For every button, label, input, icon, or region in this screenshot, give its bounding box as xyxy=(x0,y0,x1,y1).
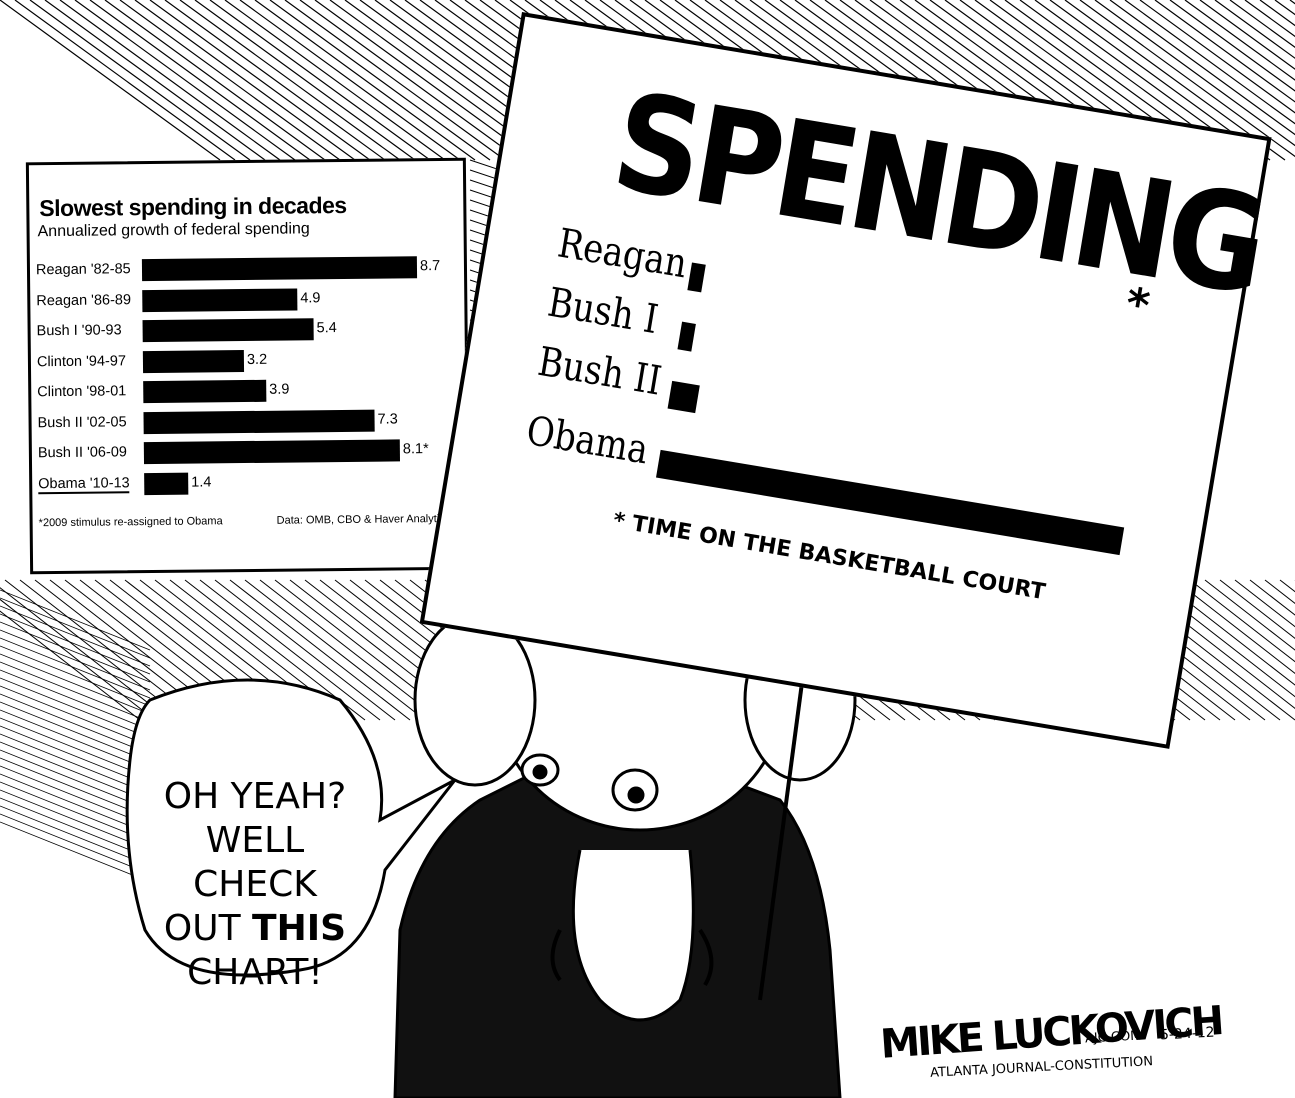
signature-date: 5-24-12 xyxy=(1159,1024,1216,1044)
bar-value-label: 5.4 xyxy=(316,320,337,337)
chart-footnote: *2009 stimulus re-assigned to Obama xyxy=(38,515,223,530)
bubble-emphasis: THIS xyxy=(252,908,347,949)
spending-sign: SPENDING * Reagan Bush I Bush II Obama * TI… xyxy=(419,12,1272,749)
chart-row: Clinton '94-97 3.2 xyxy=(31,347,471,376)
bar-category-label: Reagan '82-85 xyxy=(35,261,131,279)
bar-value-label: 7.3 xyxy=(377,410,398,428)
bubble-line-3: OUT THIS xyxy=(150,907,360,951)
speech-bubble-text: OH YEAH? WELL CHECK OUT THIS CHART! xyxy=(150,775,360,995)
bar xyxy=(143,439,401,465)
bar-category-label: Obama '10-13 xyxy=(38,474,130,494)
bar xyxy=(143,409,375,434)
sign-row-label: Obama xyxy=(523,407,652,474)
sign-bar xyxy=(687,262,706,293)
bar xyxy=(141,256,418,282)
chart-row: Clinton '98-01 3.9 xyxy=(31,378,471,407)
bar-value-label: 1.4 xyxy=(191,473,212,491)
bar xyxy=(143,379,267,404)
bar xyxy=(142,318,314,343)
bubble-line-2: WELL CHECK xyxy=(193,820,317,905)
bubble-line-4: CHART! xyxy=(187,952,323,993)
bar-value-label: 4.9 xyxy=(300,289,321,306)
bar-category-label: Clinton '94-97 xyxy=(36,352,127,370)
bar-category-label: Bush II '02-05 xyxy=(37,413,127,431)
chart-row: Obama '10-13 1.4 xyxy=(32,469,472,498)
chart-row: Reagan '86-89 4.9 xyxy=(30,286,470,315)
bar-category-label: Bush I '90-93 xyxy=(36,322,122,340)
chart-row: Bush II '06-09 8.1* xyxy=(32,439,472,468)
bubble-line-3-prefix: OUT xyxy=(163,908,253,949)
sign-row-label: Reagan xyxy=(554,220,691,288)
bar-value-label: 8.7 xyxy=(419,257,441,275)
bar xyxy=(142,287,298,312)
bar-category-label: Bush II '06-09 xyxy=(37,444,128,462)
signature-site: AJC.COM xyxy=(1084,1028,1142,1047)
sign-bar xyxy=(667,380,700,414)
chart-row: Bush I '90-93 5.4 xyxy=(31,317,471,346)
chart-row: Bush II '02-05 7.3 xyxy=(31,408,471,437)
chart-panel: Slowest spending in decades Annualized g… xyxy=(25,157,472,575)
chart-row: Reagan '82-85 8.7 xyxy=(30,256,470,285)
bar-value-label: 3.9 xyxy=(269,381,290,398)
bar-category-label: Clinton '98-01 xyxy=(37,383,127,401)
bar-value-label: 3.2 xyxy=(246,351,268,368)
bar-category-label: Reagan '86-89 xyxy=(36,291,132,309)
bar xyxy=(144,472,189,495)
sign-bar xyxy=(677,321,696,352)
bar xyxy=(142,349,245,373)
bar-value-label: 8.1* xyxy=(402,441,429,458)
bubble-line-1: OH YEAH? xyxy=(163,776,347,817)
speech-bubble xyxy=(125,678,457,977)
chart-source: Data: OMB, CBO & Haver Analytics xyxy=(276,512,451,527)
